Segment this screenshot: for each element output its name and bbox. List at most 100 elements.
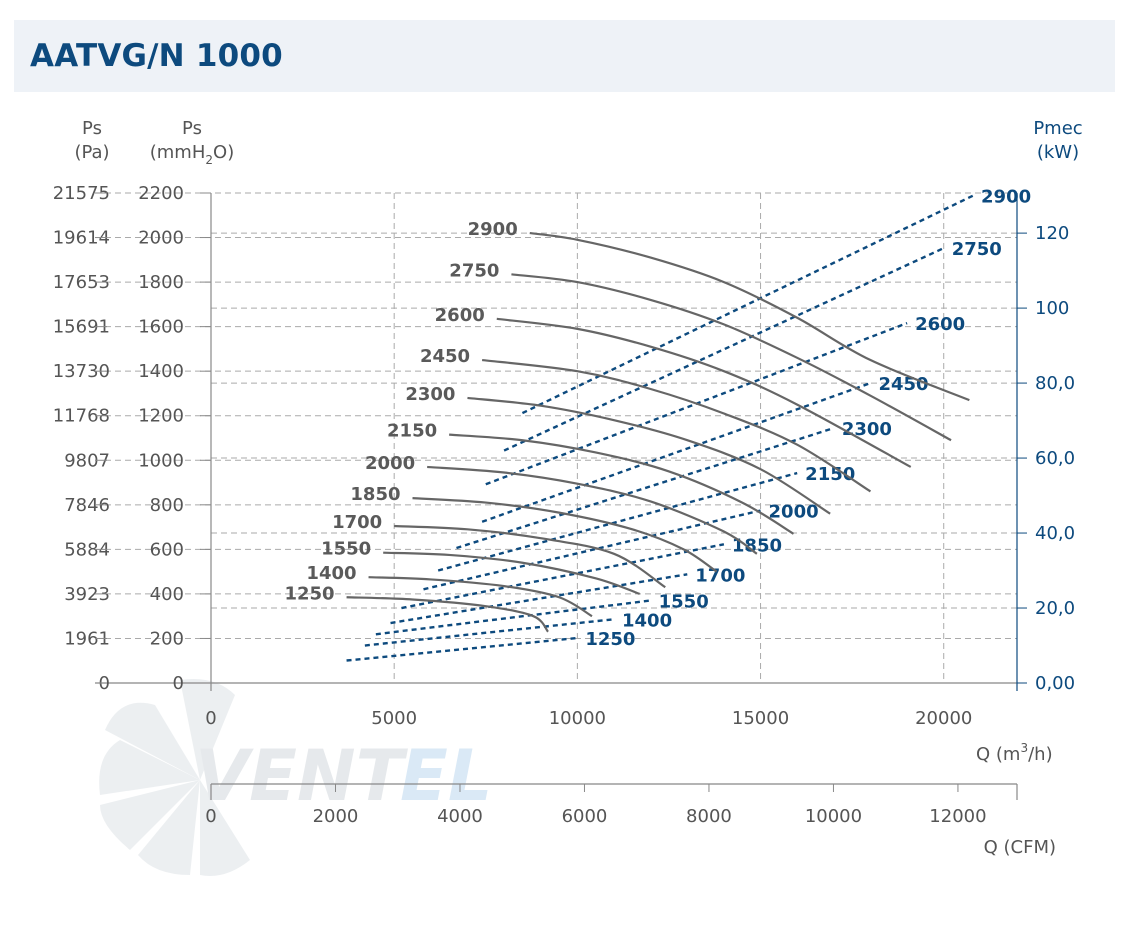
tick-label-kw: 20,0: [1035, 598, 1075, 619]
tick-label-pa: 9807: [64, 450, 110, 471]
pressure-curve: [496, 317, 912, 468]
pressure-curve: [368, 576, 593, 618]
pressure-curve: [412, 497, 718, 573]
cfm-ticks: 0 2000 4000 6000 8000 10000 12000: [205, 784, 987, 827]
power-curve: [456, 426, 835, 550]
pressure-curve: [511, 273, 952, 442]
pressure-curve-label: 2150: [387, 421, 437, 442]
left-inner-ticks: 0 200 400 600 800 1000 1200 1400 1600 1800 2000 220…: [138, 183, 211, 694]
tick-label-mmh2o: 0: [173, 673, 184, 694]
left-outer-axis-label-1: Ps: [82, 118, 102, 139]
tick-label-flow: 10000: [549, 708, 606, 729]
bottom-unit-sup: 3: [1020, 741, 1028, 755]
pressure-curve-label: 1550: [321, 539, 371, 560]
tick-label-pa: 17653: [53, 272, 110, 293]
pressure-curve-label: 1400: [306, 563, 356, 584]
pressure-curve: [529, 232, 970, 402]
tick-label-pa: 11768: [53, 406, 110, 427]
tick-label-pa: 1961: [64, 628, 110, 649]
right-axis-label-1: Pmec: [1033, 118, 1082, 139]
left-inner-axis-label-1: Ps: [182, 118, 202, 139]
tick-label-pa: 5884: [64, 539, 110, 560]
tick-label-mmh2o: 1600: [138, 317, 184, 338]
right-axis-label-2: (kW): [1037, 142, 1079, 163]
tick-label-pa: 19614: [53, 228, 110, 249]
tick-label-flow: 20000: [915, 708, 972, 729]
tick-label-mmh2o: 400: [150, 584, 184, 605]
power-curve-label: 2450: [878, 374, 928, 395]
power-curve-label: 2000: [769, 502, 819, 523]
left-outer-ticks: 0196139235884784698071176813730156911765…: [53, 183, 110, 694]
power-curve: [346, 636, 578, 662]
tick-label-mmh2o: 1200: [138, 406, 184, 427]
left-inner-unit-b: O): [213, 142, 234, 163]
tick-label-pa: 15691: [53, 317, 110, 338]
pressure-curve: [427, 465, 758, 555]
tick-label-cfm: 8000: [686, 806, 732, 827]
pressure-curve-label: 2750: [449, 260, 499, 281]
tick-label-kw: 120: [1035, 223, 1069, 244]
title-bar: AATVG/N 1000: [14, 20, 1115, 92]
tick-label-mmh2o: 800: [150, 495, 184, 516]
power-curves: 2900 2750 2600 2450 2300 2150 2000 1850 1700 1550…: [346, 187, 1031, 662]
page-title: AATVG/N 1000: [30, 38, 283, 74]
bottom-axis-label: Q (m3/h): [976, 741, 1053, 765]
pressure-curve-label: 2300: [405, 384, 455, 405]
right-ticks: 0,00 20,0 40,0 60,0 80,0 100 120: [1017, 223, 1075, 694]
tick-label-mmh2o: 2200: [138, 183, 184, 204]
pressure-curve-label: 2450: [420, 346, 470, 367]
tick-label-cfm: 2000: [313, 806, 359, 827]
pressure-curve-label: 2000: [365, 453, 415, 474]
tick-label-mmh2o: 200: [150, 628, 184, 649]
pressure-curve-label: 1700: [332, 512, 382, 533]
tick-label-pa: 13730: [53, 361, 110, 382]
tick-label-mmh2o: 1400: [138, 361, 184, 382]
pressure-curve-label: 2600: [435, 305, 485, 326]
power-curve-label: 2600: [915, 314, 965, 335]
tick-label-cfm: 12000: [929, 806, 986, 827]
svg-text:EL: EL: [400, 735, 492, 817]
tick-label-kw: 0,00: [1035, 673, 1075, 694]
tick-label-mmh2o: 1000: [138, 450, 184, 471]
power-curve: [521, 194, 974, 415]
pressure-curve: [467, 396, 831, 515]
power-curve: [423, 509, 761, 591]
left-outer-axis-label-2: (Pa): [74, 142, 109, 163]
power-curve-label: 2900: [981, 187, 1031, 208]
tick-label-kw: 40,0: [1035, 523, 1075, 544]
power-curve-label: 1550: [659, 592, 709, 613]
left-inner-axis-label-2: (mmH2O): [150, 142, 234, 167]
pressure-curve: [394, 524, 666, 589]
pressure-curve: [481, 358, 872, 493]
power-curve-label: 2300: [842, 419, 892, 440]
power-curve: [481, 381, 871, 523]
tick-label-kw: 60,0: [1035, 448, 1075, 469]
power-curve-label: 2750: [952, 239, 1002, 260]
tick-label-cfm: 10000: [805, 806, 862, 827]
pressure-curve: [383, 551, 641, 595]
cfm-axis-label: Q (CFM): [984, 837, 1056, 858]
power-curve-label: 1400: [622, 610, 672, 631]
power-curve: [364, 618, 615, 647]
power-curve: [401, 543, 725, 610]
tick-label-flow: 0: [205, 708, 216, 729]
tick-label-kw: 80,0: [1035, 373, 1075, 394]
power-curve-label: 1250: [585, 629, 635, 650]
pressure-curve-label: 1250: [284, 583, 334, 604]
pressure-curve: [449, 433, 795, 535]
pressure-curve-label: 2900: [468, 219, 518, 240]
tick-label-flow: 5000: [371, 708, 417, 729]
tick-label-mmh2o: 2000: [138, 228, 184, 249]
power-curve-label: 2150: [805, 464, 855, 485]
tick-label-pa: 21575: [53, 183, 110, 204]
pressure-curves: 2900 2750 2600 2450 2300 2150 2000 1850 1700 1550…: [284, 219, 970, 633]
bottom-unit-b: /h): [1028, 744, 1053, 765]
tick-label-pa: 3923: [64, 584, 110, 605]
power-curve-label: 1850: [732, 535, 782, 556]
pressure-curve-label: 1850: [350, 484, 400, 505]
tick-label-cfm: 6000: [562, 806, 608, 827]
left-inner-unit-sub: 2: [205, 153, 213, 167]
bottom-ticks: 0 5000 10000 15000 20000: [205, 708, 972, 729]
tick-label-pa: 7846: [64, 495, 110, 516]
